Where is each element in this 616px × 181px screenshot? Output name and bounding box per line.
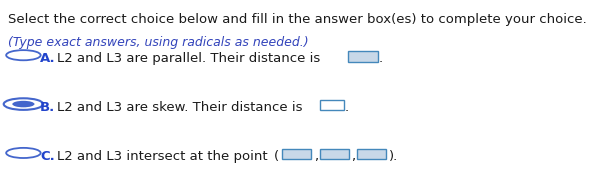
FancyBboxPatch shape [348, 51, 378, 62]
Text: C.: C. [40, 150, 55, 163]
FancyBboxPatch shape [282, 149, 311, 159]
Text: A.: A. [40, 52, 55, 66]
Text: .: . [379, 52, 383, 66]
Text: L2 and L3 intersect at the point: L2 and L3 intersect at the point [57, 150, 267, 163]
FancyBboxPatch shape [320, 100, 344, 110]
Text: .: . [345, 101, 349, 114]
Circle shape [12, 101, 34, 107]
FancyBboxPatch shape [320, 149, 349, 159]
Text: ,: , [314, 150, 318, 163]
Text: L2 and L3 are skew. Their distance is: L2 and L3 are skew. Their distance is [57, 101, 302, 114]
Text: Select the correct choice below and fill in the answer box(es) to complete your : Select the correct choice below and fill… [8, 13, 587, 26]
Text: L2 and L3 are parallel. Their distance is: L2 and L3 are parallel. Their distance i… [57, 52, 320, 66]
Text: B.: B. [40, 101, 55, 114]
Text: ,: , [351, 150, 355, 163]
Text: (Type exact answers, using radicals as needed.): (Type exact answers, using radicals as n… [8, 36, 309, 49]
FancyBboxPatch shape [357, 149, 386, 159]
Text: (: ( [274, 150, 279, 163]
Text: ).: ). [389, 150, 398, 163]
